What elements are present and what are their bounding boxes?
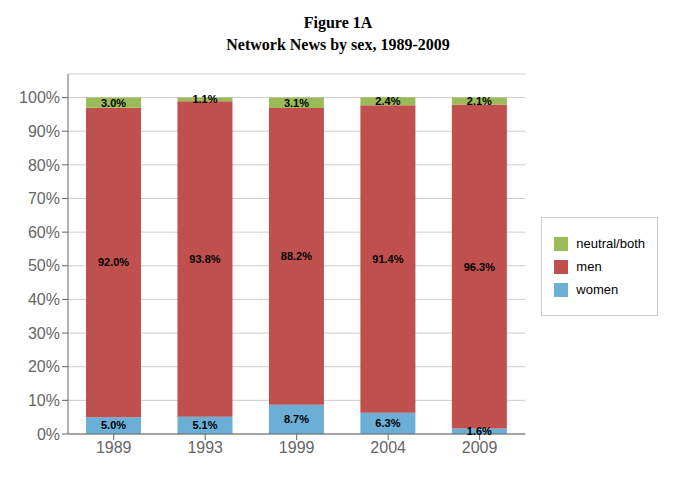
html-text:Network News by sex, 1989-2009: Network News by sex, 1989-2009	[226, 36, 450, 53]
svg-text:90%: 90%	[28, 123, 60, 140]
svg-text:96.3%: 96.3%	[464, 261, 495, 273]
html-text:neutral/both: neutral/both	[576, 236, 645, 251]
svg-text:2.4%: 2.4%	[375, 95, 400, 107]
svg-text:1993: 1993	[187, 439, 223, 456]
svg-text:2004: 2004	[370, 439, 406, 456]
svg-text:8.7%: 8.7%	[284, 413, 309, 425]
svg-text:20%: 20%	[28, 358, 60, 375]
svg-text:6.3%: 6.3%	[375, 417, 400, 429]
svg-text:2.1%: 2.1%	[467, 95, 492, 107]
svg-text:60%: 60%	[28, 224, 60, 241]
svg-text:2009: 2009	[462, 439, 498, 456]
svg-text:100%: 100%	[19, 89, 60, 106]
svg-text:80%: 80%	[28, 157, 60, 174]
html-text:women: women	[576, 282, 619, 297]
svg-text:10%: 10%	[28, 392, 60, 409]
svg-text:1989: 1989	[96, 439, 132, 456]
html-text:Figure 1A: Figure 1A	[303, 14, 373, 31]
svg-text:30%: 30%	[28, 325, 60, 342]
html-text:men: men	[576, 259, 602, 274]
svg-text:0%: 0%	[37, 426, 60, 443]
svg-text:50%: 50%	[28, 257, 60, 274]
svg-text:40%: 40%	[28, 291, 60, 308]
svg-text:5.1%: 5.1%	[192, 419, 217, 431]
svg-text:1999: 1999	[279, 439, 315, 456]
svg-text:70%: 70%	[28, 190, 60, 207]
svg-text:93.8%: 93.8%	[189, 253, 220, 265]
svg-text:92.0%: 92.0%	[98, 256, 129, 268]
svg-text:88.2%: 88.2%	[281, 250, 312, 262]
svg-text:3.0%: 3.0%	[101, 97, 126, 109]
svg-text:3.1%: 3.1%	[284, 97, 309, 109]
svg-text:5.0%: 5.0%	[101, 419, 126, 431]
svg-text:1.1%: 1.1%	[192, 93, 217, 105]
svg-text:1.6%: 1.6%	[467, 425, 492, 437]
svg-text:91.4%: 91.4%	[372, 253, 403, 265]
